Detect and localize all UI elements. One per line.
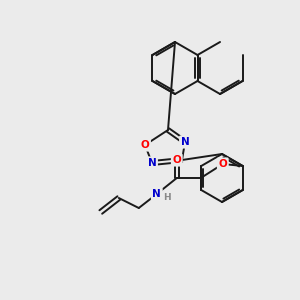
Text: O: O xyxy=(172,155,181,165)
Text: N: N xyxy=(148,158,156,168)
Text: N: N xyxy=(152,189,161,199)
Text: N: N xyxy=(181,137,189,147)
Text: H: H xyxy=(163,194,171,202)
Text: O: O xyxy=(141,140,149,150)
Text: O: O xyxy=(218,159,227,169)
